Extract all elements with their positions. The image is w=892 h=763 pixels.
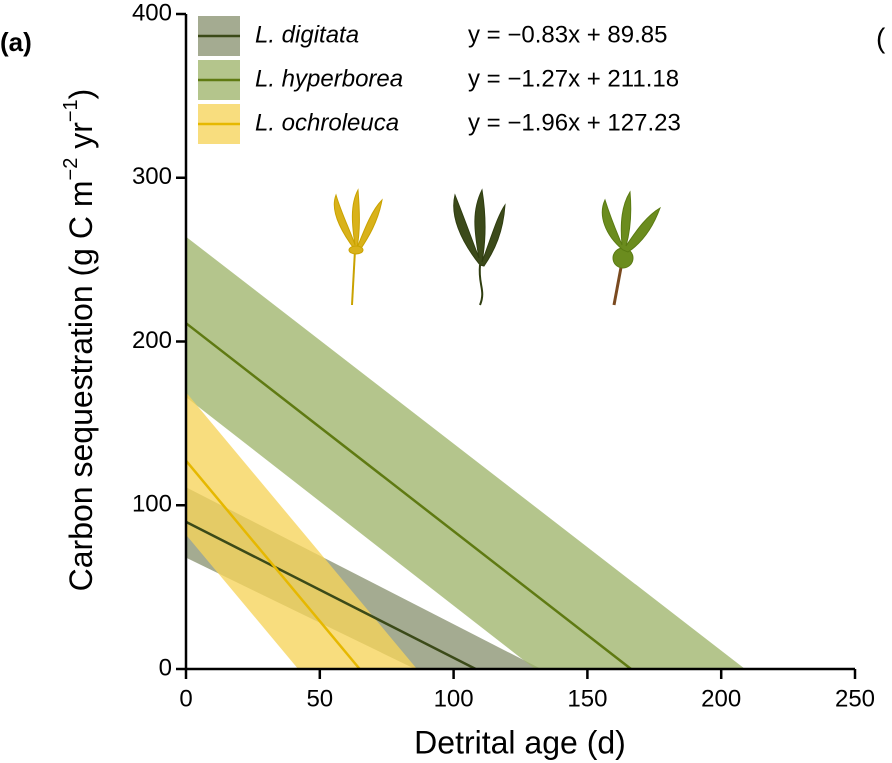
legend-equation: y = −0.83x + 89.85	[468, 21, 668, 48]
y-title-sup: −1	[60, 99, 82, 122]
x-tick-label: 50	[306, 685, 333, 712]
x-tick-label: 250	[835, 685, 875, 712]
legend-label: L. hyperborea	[255, 65, 403, 92]
legend-label: L. ochroleuca	[255, 109, 399, 136]
y-tick-label: 400	[132, 0, 172, 26]
kelp-icon	[601, 190, 661, 306]
plot-area	[185, 236, 746, 671]
regression-line	[185, 322, 632, 670]
confidence-band	[186, 236, 746, 669]
y-tick-label: 0	[159, 654, 172, 681]
x-tick-label: 200	[701, 685, 741, 712]
x-tick-label: 100	[434, 685, 474, 712]
kelp-icon	[453, 188, 506, 306]
regression-line	[185, 459, 361, 670]
y-title-sup: −2	[60, 158, 82, 181]
y-tick-label: 100	[132, 491, 172, 518]
y-title-part: yr	[63, 122, 99, 158]
regression-line	[185, 520, 477, 671]
kelp-icons	[333, 188, 661, 306]
y-title-part: )	[63, 89, 99, 100]
y-axis-title: Carbon sequestration (g C m−2 yr−1)	[60, 89, 99, 592]
x-axis-title: Detrital age (d)	[414, 724, 626, 760]
kelp-icon	[333, 188, 383, 306]
panel-label: (a)	[0, 27, 32, 57]
confidence-band	[186, 392, 417, 669]
y-tick-label: 300	[132, 163, 172, 190]
legend-label: L. digitata	[255, 21, 359, 48]
y-title-part: Carbon sequestration (g C m	[63, 180, 99, 591]
y-tick-label: 200	[132, 327, 172, 354]
x-tick-label: 0	[179, 685, 192, 712]
legend-equation: y = −1.96x + 127.23	[468, 109, 681, 136]
next-panel-label: (	[876, 22, 886, 53]
legend-equation: y = −1.27x + 211.18	[468, 65, 679, 92]
x-tick-label: 150	[567, 685, 607, 712]
confidence-band	[186, 487, 542, 669]
